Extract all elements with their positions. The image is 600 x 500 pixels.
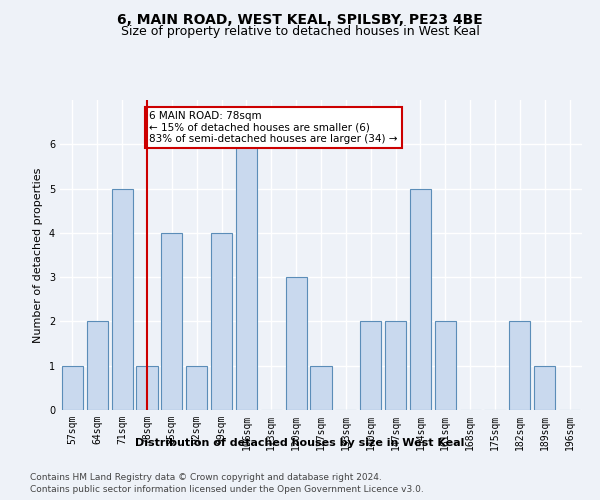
Bar (112, 188, 133, 410)
Bar (360, 322, 381, 410)
Bar (211, 233, 232, 410)
Text: Contains public sector information licensed under the Open Government Licence v3: Contains public sector information licen… (30, 485, 424, 494)
Text: Size of property relative to detached houses in West Keal: Size of property relative to detached ho… (121, 25, 479, 38)
Text: Distribution of detached houses by size in West Keal: Distribution of detached houses by size … (136, 438, 464, 448)
Bar (236, 144, 257, 410)
Bar (186, 366, 207, 410)
Bar (435, 322, 456, 410)
Text: Contains HM Land Registry data © Crown copyright and database right 2024.: Contains HM Land Registry data © Crown c… (30, 472, 382, 482)
Y-axis label: Number of detached properties: Number of detached properties (34, 168, 43, 342)
Bar (509, 322, 530, 410)
Text: 6, MAIN ROAD, WEST KEAL, SPILSBY, PE23 4BE: 6, MAIN ROAD, WEST KEAL, SPILSBY, PE23 4… (117, 12, 483, 26)
Bar (385, 322, 406, 410)
Bar (136, 366, 158, 410)
Bar (410, 188, 431, 410)
Bar (161, 233, 182, 410)
Bar (87, 322, 108, 410)
Bar (310, 366, 332, 410)
Text: 6 MAIN ROAD: 78sqm
← 15% of detached houses are smaller (6)
83% of semi-detached: 6 MAIN ROAD: 78sqm ← 15% of detached hou… (149, 111, 398, 144)
Bar (286, 277, 307, 410)
Bar (62, 366, 83, 410)
Bar (534, 366, 555, 410)
